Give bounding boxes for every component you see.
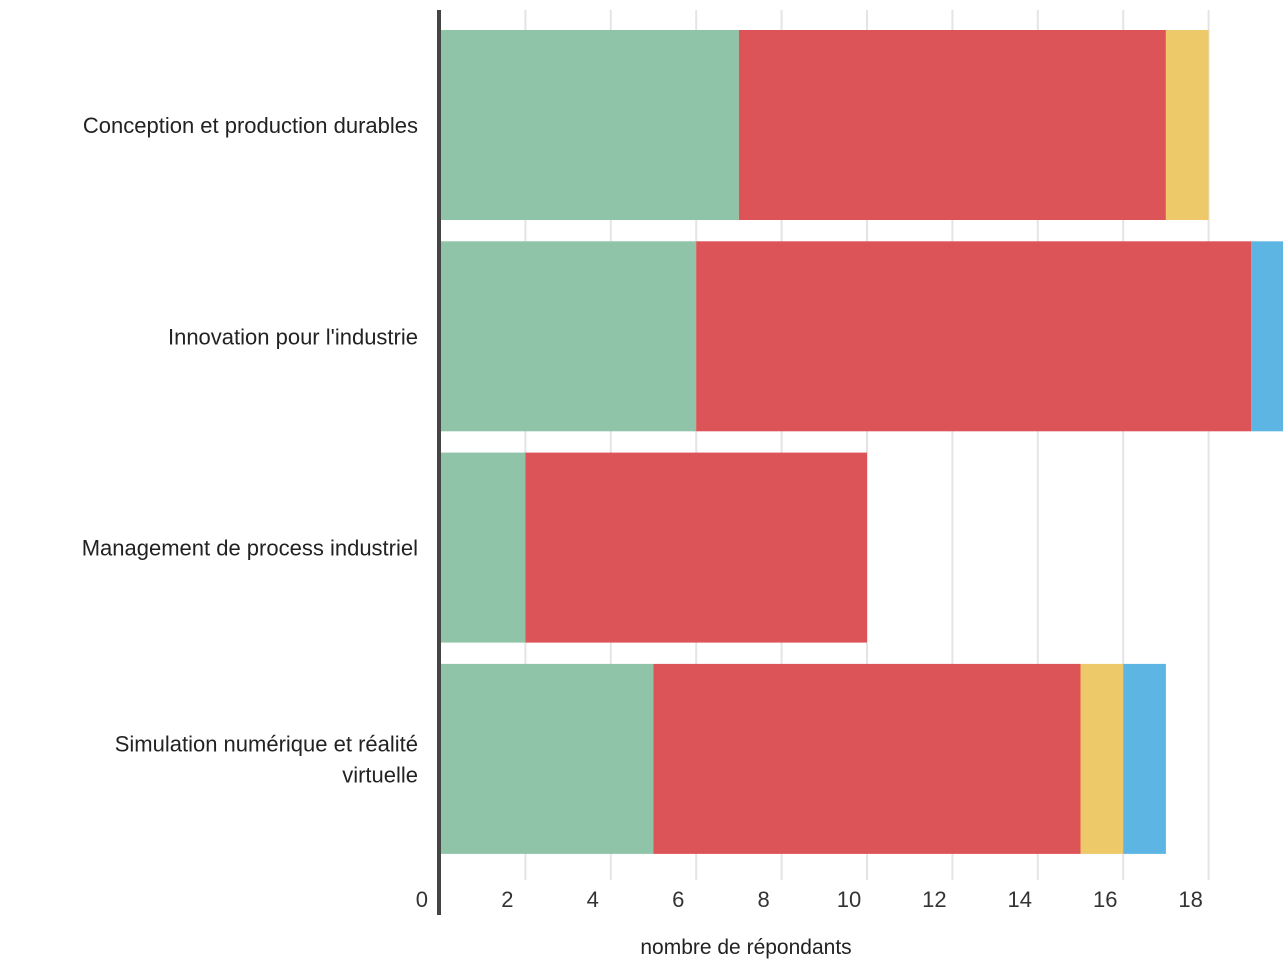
bar-segment-1-1 bbox=[696, 241, 1252, 432]
x-tick-label-14: 14 bbox=[1008, 887, 1032, 912]
category-labels: Conception et production durables Innovat… bbox=[82, 113, 418, 787]
category-label-3: Simulation numérique et réalité virtuelle bbox=[115, 731, 418, 787]
x-tick-label-8: 8 bbox=[757, 887, 769, 912]
bar-segment-1-0 bbox=[440, 241, 697, 432]
bar-segment-0-0 bbox=[440, 30, 739, 220]
bar-segment-1-3 bbox=[1251, 241, 1283, 432]
x-tick-label-16: 16 bbox=[1093, 887, 1117, 912]
bar-segment-3-3 bbox=[1123, 663, 1166, 854]
x-tick-label-12: 12 bbox=[922, 887, 946, 912]
x-tick-label-0: 0 bbox=[416, 887, 428, 912]
bar-segment-2-1 bbox=[525, 452, 867, 643]
category-label-1: Innovation pour l'industrie bbox=[168, 324, 418, 349]
x-tick-label-6: 6 bbox=[672, 887, 684, 912]
x-tick-labels: 02468101214161820 bbox=[416, 887, 1203, 912]
category-label-2: Management de process industriel bbox=[82, 536, 418, 561]
bar-segment-0-2 bbox=[1165, 30, 1209, 220]
x-tick-label-10: 10 bbox=[837, 887, 861, 912]
category-label-0: Conception et production durables bbox=[83, 113, 418, 138]
x-tick-label-18: 18 bbox=[1178, 887, 1202, 912]
bar-segment-0-1 bbox=[738, 30, 1166, 220]
bar-segment-2-0 bbox=[440, 452, 526, 643]
x-axis-title: nombre de répondants bbox=[640, 936, 851, 959]
x-tick-label-4: 4 bbox=[587, 887, 599, 912]
bars bbox=[440, 30, 1283, 854]
x-tick-label-2: 2 bbox=[501, 887, 513, 912]
bar-segment-3-0 bbox=[440, 663, 654, 854]
bar-segment-3-2 bbox=[1080, 663, 1124, 854]
bar-segment-3-1 bbox=[653, 663, 1081, 854]
